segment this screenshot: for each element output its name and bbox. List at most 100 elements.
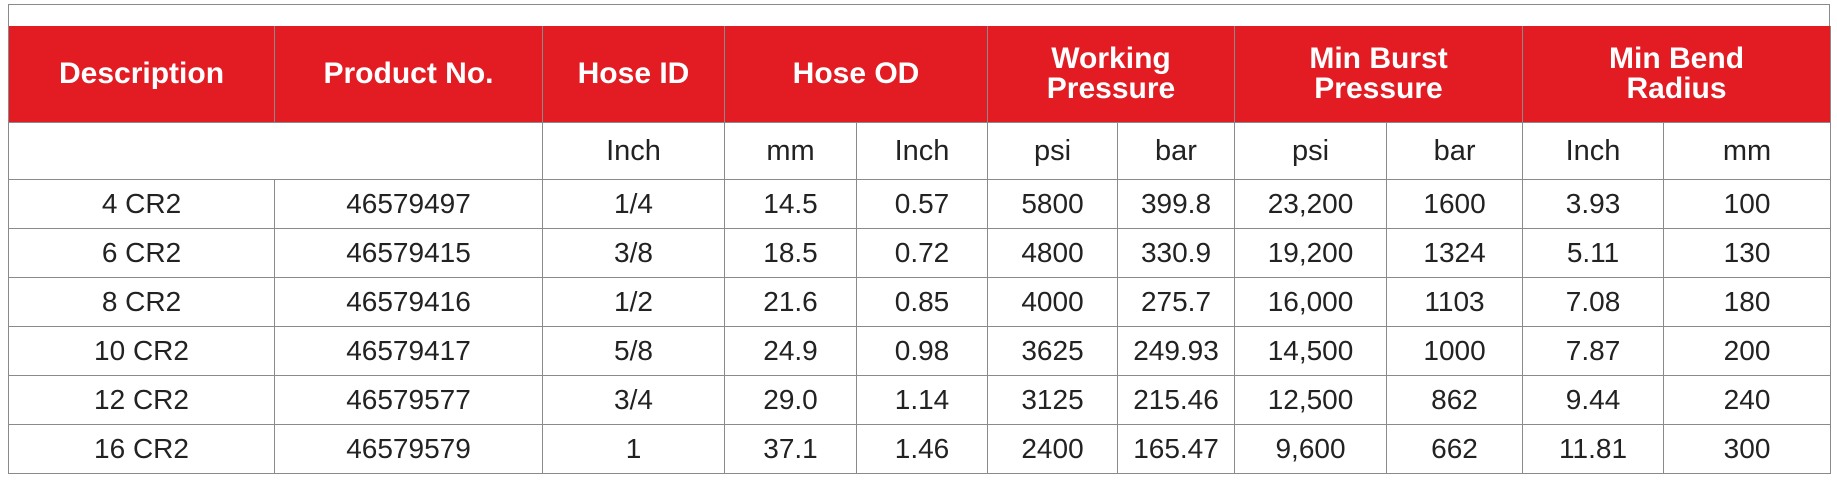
cell-br-mm: 100	[1663, 179, 1832, 229]
table-row: 8 CR2 46579416 1/2 21.6 0.85 4000 275.7 …	[8, 277, 1832, 327]
cell-bp-bar: 1324	[1386, 228, 1524, 278]
cell-od-mm: 37.1	[724, 424, 857, 474]
cell-br-inch: 5.11	[1522, 228, 1665, 278]
cell-bp-psi: 16,000	[1234, 277, 1388, 327]
units-row: Inch mm Inch psi bar psi bar Inch mm	[8, 122, 1832, 180]
cell-od-inch: 1.46	[855, 424, 989, 474]
cell-wp-bar: 215.46	[1117, 375, 1236, 425]
header-description: Description	[8, 26, 275, 123]
table-row: 10 CR2 46579417 5/8 24.9 0.98 3625 249.9…	[8, 326, 1832, 376]
cell-bp-psi: 23,200	[1234, 179, 1388, 229]
cell-wp-psi: 4800	[987, 228, 1119, 278]
cell-br-mm: 200	[1663, 326, 1832, 376]
cell-product-no: 46579579	[274, 424, 543, 474]
spec-table-frame: Description Product No. Hose ID Hose OD …	[8, 4, 1832, 481]
cell-wp-bar: 249.93	[1117, 326, 1236, 376]
cell-od-inch: 0.98	[855, 326, 989, 376]
cell-od-mm: 14.5	[724, 179, 857, 229]
table-row: 16 CR2 46579579 1 37.1 1.46 2400 165.47 …	[8, 424, 1832, 474]
cell-hose-id: 5/8	[542, 326, 725, 376]
cell-br-inch: 11.81	[1522, 424, 1665, 474]
cell-product-no: 46579416	[274, 277, 543, 327]
cell-hose-id: 1	[542, 424, 725, 474]
cell-description: 8 CR2	[8, 277, 275, 327]
cell-od-inch: 0.57	[855, 179, 989, 229]
cell-bp-psi: 14,500	[1234, 326, 1388, 376]
cell-od-inch: 1.14	[855, 375, 989, 425]
cell-od-mm: 21.6	[724, 277, 857, 327]
table-top-border	[8, 4, 1830, 26]
cell-bp-psi: 12,500	[1234, 375, 1388, 425]
unit-wp-bar: bar	[1117, 122, 1236, 180]
header-hose-od: Hose OD	[723, 26, 989, 123]
cell-bp-bar: 862	[1386, 375, 1524, 425]
table-row: 6 CR2 46579415 3/8 18.5 0.72 4800 330.9 …	[8, 228, 1832, 278]
cell-wp-bar: 275.7	[1117, 277, 1236, 327]
header-hose-id: Hose ID	[542, 26, 725, 123]
cell-description: 12 CR2	[8, 375, 275, 425]
table-row: 12 CR2 46579577 3/4 29.0 1.14 3125 215.4…	[8, 375, 1832, 425]
hose-spec-table: Description Product No. Hose ID Hose OD …	[8, 26, 1832, 474]
cell-br-mm: 180	[1663, 277, 1832, 327]
cell-wp-psi: 2400	[987, 424, 1119, 474]
cell-wp-bar: 330.9	[1117, 228, 1236, 278]
cell-hose-id: 3/8	[542, 228, 725, 278]
cell-product-no: 46579417	[274, 326, 543, 376]
cell-wp-psi: 3125	[987, 375, 1119, 425]
cell-description: 10 CR2	[8, 326, 275, 376]
unit-wp-psi: psi	[987, 122, 1119, 180]
cell-product-no: 46579415	[274, 228, 543, 278]
cell-hose-id: 3/4	[542, 375, 725, 425]
header-working-pressure-line2: Pressure	[1046, 72, 1176, 105]
cell-br-inch: 7.08	[1522, 277, 1665, 327]
unit-br-mm: mm	[1663, 122, 1832, 180]
cell-od-mm: 18.5	[724, 228, 857, 278]
cell-wp-bar: 165.47	[1117, 424, 1236, 474]
cell-wp-psi: 5800	[987, 179, 1119, 229]
cell-br-mm: 130	[1663, 228, 1832, 278]
cell-bp-psi: 9,600	[1234, 424, 1388, 474]
cell-wp-bar: 399.8	[1117, 179, 1236, 229]
cell-description: 4 CR2	[8, 179, 275, 229]
cell-hose-id: 1/4	[542, 179, 725, 229]
cell-br-inch: 9.44	[1522, 375, 1665, 425]
cell-wp-psi: 4000	[987, 277, 1119, 327]
cell-br-inch: 3.93	[1522, 179, 1665, 229]
cell-br-mm: 300	[1663, 424, 1832, 474]
header-min-burst-line1: Min Burst	[1309, 42, 1448, 75]
header-min-burst-pressure: Min Burst Pressure	[1234, 26, 1524, 123]
header-working-pressure-line1: Working	[1051, 42, 1171, 75]
cell-product-no: 46579497	[274, 179, 543, 229]
cell-br-inch: 7.87	[1522, 326, 1665, 376]
header-product-no: Product No.	[274, 26, 543, 123]
header-row: Description Product No. Hose ID Hose OD …	[8, 26, 1832, 123]
cell-product-no: 46579577	[274, 375, 543, 425]
cell-od-inch: 0.72	[855, 228, 989, 278]
cell-bp-psi: 19,200	[1234, 228, 1388, 278]
cell-bp-bar: 1103	[1386, 277, 1524, 327]
unit-od-inch: Inch	[855, 122, 989, 180]
cell-bp-bar: 1000	[1386, 326, 1524, 376]
unit-od-mm: mm	[724, 122, 857, 180]
cell-wp-psi: 3625	[987, 326, 1119, 376]
unit-hose-id: Inch	[542, 122, 725, 180]
cell-br-mm: 240	[1663, 375, 1832, 425]
cell-description: 6 CR2	[8, 228, 275, 278]
cell-bp-bar: 1600	[1386, 179, 1524, 229]
header-min-bend-radius: Min Bend Radius	[1522, 26, 1832, 123]
unit-bp-bar: bar	[1386, 122, 1524, 180]
cell-od-mm: 24.9	[724, 326, 857, 376]
header-min-burst-line2: Pressure	[1314, 72, 1443, 105]
unit-bp-psi: psi	[1234, 122, 1388, 180]
cell-od-inch: 0.85	[855, 277, 989, 327]
units-blank-cell	[8, 122, 543, 180]
header-min-bend-line2: Radius	[1626, 72, 1727, 105]
unit-br-inch: Inch	[1522, 122, 1665, 180]
cell-bp-bar: 662	[1386, 424, 1524, 474]
table-row: 4 CR2 46579497 1/4 14.5 0.57 5800 399.8 …	[8, 179, 1832, 229]
cell-description: 16 CR2	[8, 424, 275, 474]
cell-hose-id: 1/2	[542, 277, 725, 327]
cell-od-mm: 29.0	[724, 375, 857, 425]
header-working-pressure: Working Pressure	[987, 26, 1236, 123]
header-min-bend-line1: Min Bend	[1609, 42, 1745, 75]
